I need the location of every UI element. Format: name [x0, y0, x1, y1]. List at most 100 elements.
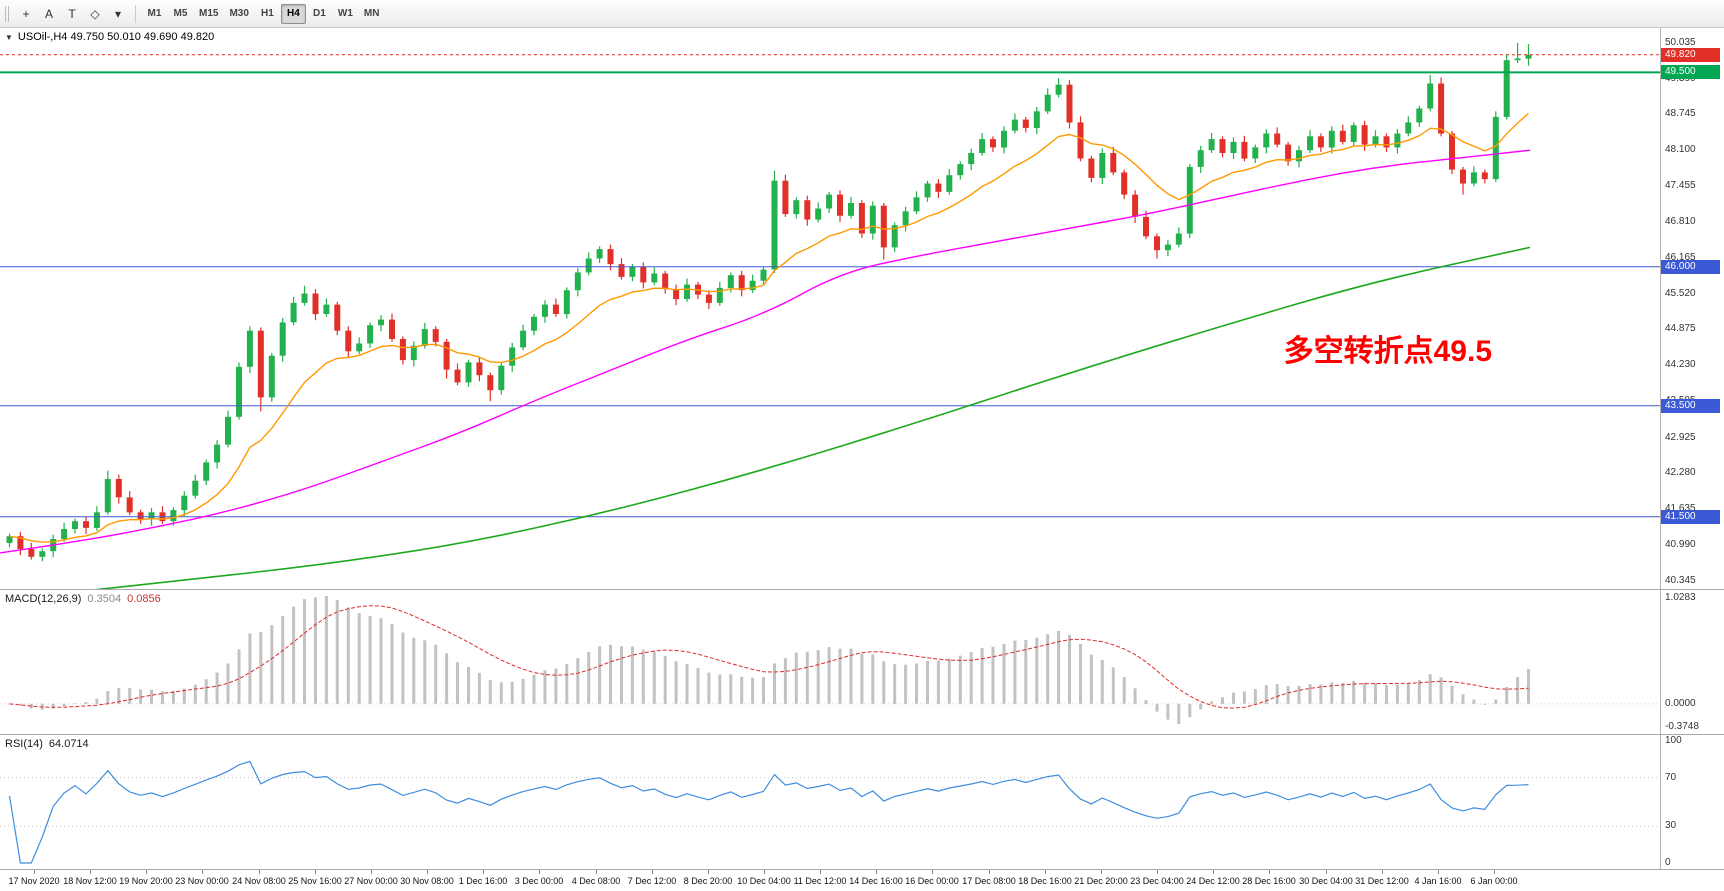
timeframe-mn[interactable]: MN	[363, 8, 380, 19]
time-label: 16 Dec 00:00	[905, 876, 959, 886]
text-label-tool-icon[interactable]: A	[44, 6, 53, 21]
time-label: 25 Nov 16:00	[288, 876, 342, 886]
macd-axis-label: -0.3748	[1665, 721, 1699, 732]
toolbar-grip[interactable]	[5, 5, 9, 22]
time-tick	[764, 870, 765, 874]
time-label: 8 Dec 20:00	[683, 876, 733, 886]
macd-signal-line	[9, 605, 1529, 709]
macd-axis[interactable]: 1.0283 0.0000 -0.3748	[1660, 590, 1724, 734]
time-tick	[202, 870, 203, 874]
timeframe-m1[interactable]: M1	[147, 8, 162, 19]
price-chart-canvas	[0, 43, 1660, 589]
time-label: 6 Jan 00:00	[1470, 876, 1518, 886]
time-tick	[1101, 870, 1102, 874]
macd-signal-value: 0.0856	[127, 593, 161, 605]
time-label: 10 Dec 04:00	[737, 876, 791, 886]
price-axis[interactable]: 50.03549.39048.74548.10047.45546.81046.1…	[1660, 28, 1724, 589]
time-tick	[1213, 870, 1214, 874]
price-axis-label: 46.165	[1665, 252, 1696, 263]
symbol-ohlc-text: USOil-,H4 49.750 50.010 49.690 49.820	[17, 31, 215, 43]
timeframe-m30[interactable]: M30	[229, 8, 249, 19]
rsi-canvas	[0, 760, 1660, 864]
main-chart-pane: ▼ USOil-,H4 49.750 50.010 49.690 49.820 …	[0, 28, 1724, 589]
time-label: 27 Nov 00:00	[344, 876, 398, 886]
price-axis-label: 45.520	[1665, 288, 1696, 299]
time-label: 28 Dec 16:00	[1242, 876, 1296, 886]
price-axis-label: 47.455	[1665, 180, 1696, 191]
time-label: 4 Jan 16:00	[1414, 876, 1462, 886]
hline-price-badge: 41.500	[1661, 510, 1720, 524]
collapse-caret-icon[interactable]: ▼	[5, 32, 13, 42]
time-tick	[146, 870, 147, 874]
macd-name: MACD(12,26,9)	[5, 593, 82, 605]
time-label: 3 Dec 00:00	[514, 876, 564, 886]
rsi-axis-label: 0	[1665, 857, 1671, 868]
time-tick	[34, 870, 35, 874]
time-tick	[315, 870, 316, 874]
time-label: 30 Dec 04:00	[1299, 876, 1353, 886]
price-chart[interactable]: ▼ USOil-,H4 49.750 50.010 49.690 49.820 …	[0, 28, 1660, 589]
pivot-annotation[interactable]: 多空转折点49.5	[1283, 335, 1492, 368]
timeframe-buttons: M1 M5 M15 M30 H1 H4 D1 W1 MN	[142, 3, 384, 24]
macd-canvas	[0, 596, 1660, 724]
hline-price-badge: 46.000	[1661, 260, 1720, 274]
timeframe-h1[interactable]: H1	[261, 8, 274, 19]
rsi-chart[interactable]: RSI(14) 64.0714	[0, 735, 1660, 869]
horizontal-lines-layer	[0, 71, 1660, 518]
price-axis-label: 44.230	[1665, 359, 1696, 370]
time-label: 18 Dec 16:00	[1018, 876, 1072, 886]
price-axis-label: 42.925	[1665, 432, 1696, 443]
time-tick	[596, 870, 597, 874]
candles-layer	[6, 43, 1532, 562]
time-tick	[90, 870, 91, 874]
price-axis-label: 48.745	[1665, 108, 1696, 119]
hline-price-badge: 49.500	[1661, 65, 1720, 79]
time-axis[interactable]: 17 Nov 2020 18 Nov 12:00 19 Nov 20:00 23 No…	[0, 869, 1724, 891]
macd-axis-label: 0.0000	[1665, 698, 1696, 709]
macd-histogram	[18, 596, 1530, 724]
time-tick	[1326, 870, 1327, 874]
time-label: 24 Nov 08:00	[232, 876, 286, 886]
time-label: 18 Nov 12:00	[63, 876, 117, 886]
timeframe-h4[interactable]: H4	[280, 3, 306, 24]
price-axis-label: 46.810	[1665, 216, 1696, 227]
time-label: 19 Nov 20:00	[119, 876, 173, 886]
time-label: 31 Dec 12:00	[1355, 876, 1409, 886]
price-axis-label: 48.100	[1665, 144, 1696, 155]
time-tick	[1157, 870, 1158, 874]
price-axis-label: 40.345	[1665, 575, 1696, 586]
timeframe-d1[interactable]: D1	[313, 8, 326, 19]
timeframe-w1[interactable]: W1	[337, 8, 353, 19]
rsi-name: RSI(14)	[5, 738, 43, 750]
shapes-dropdown-caret-icon[interactable]: ▾	[114, 6, 122, 21]
tool-buttons: + A T ◇ ▾	[15, 4, 129, 24]
macd-pane: MACD(12,26,9) 0.3504 0.0856 1.0283 0.0000…	[0, 589, 1724, 734]
time-tick	[371, 870, 372, 874]
price-axis-label: 42.280	[1665, 467, 1696, 478]
time-tick	[652, 870, 653, 874]
shapes-tool-icon[interactable]: ◇	[90, 6, 100, 21]
time-tick	[820, 870, 821, 874]
time-label: 17 Nov 2020	[8, 876, 60, 886]
time-tick	[483, 870, 484, 874]
time-label: 14 Dec 16:00	[849, 876, 903, 886]
time-tick	[708, 870, 709, 874]
time-label: 11 Dec 12:00	[793, 876, 847, 886]
rsi-axis-label: 100	[1665, 735, 1682, 746]
time-label: 23 Nov 00:00	[175, 876, 229, 886]
time-label: 23 Dec 04:00	[1130, 876, 1184, 886]
time-tick	[989, 870, 990, 874]
macd-chart[interactable]: MACD(12,26,9) 0.3504 0.0856	[0, 590, 1660, 734]
rsi-axis[interactable]: 100 70 30 0	[1660, 735, 1724, 869]
crosshair-tool-icon[interactable]: +	[22, 6, 30, 21]
rsi-value: 64.0714	[48, 738, 89, 750]
rsi-pane: RSI(14) 64.0714 100 70 30 0	[0, 734, 1724, 869]
rsi-axis-label: 70	[1665, 772, 1677, 783]
price-axis-label: 50.035	[1665, 37, 1696, 48]
time-label: 4 Dec 08:00	[571, 876, 621, 886]
annotation-tool-icon[interactable]: T	[68, 6, 76, 21]
timeframe-m15[interactable]: M15	[199, 8, 219, 19]
timeframe-m5[interactable]: M5	[173, 8, 188, 19]
time-label: 17 Dec 08:00	[962, 876, 1016, 886]
